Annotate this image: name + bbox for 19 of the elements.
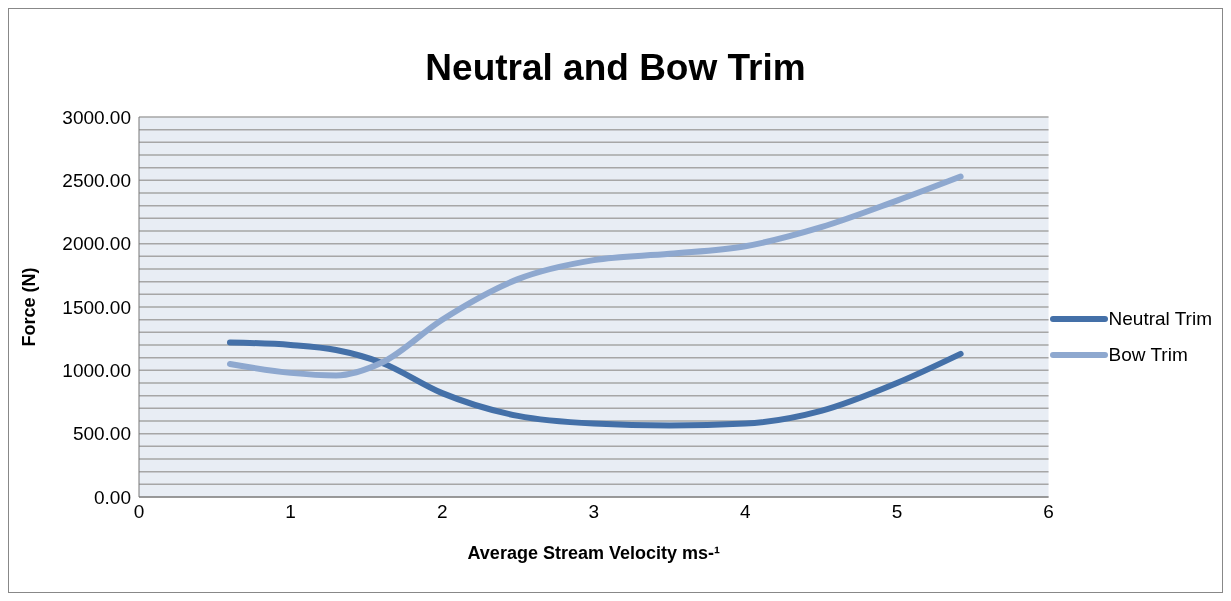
- y-tick-label: 2500.00: [62, 170, 131, 192]
- y-tick-label: 500.00: [72, 423, 131, 445]
- x-tick-label: 5: [891, 501, 903, 523]
- y-tick-label: 3000.00: [62, 106, 131, 128]
- x-tick-label: 1: [285, 501, 296, 523]
- chart-title: Neutral and Bow Trim: [424, 47, 807, 90]
- y-axis-title: Force (N): [19, 267, 40, 347]
- y-tick-label: 1000.00: [62, 360, 131, 382]
- x-tick-label: 0: [133, 501, 145, 523]
- y-tick-label: 1500.00: [62, 296, 131, 318]
- x-tick-label: 3: [588, 501, 600, 523]
- legend-label: Bow Trim: [1108, 344, 1188, 366]
- y-tick-label: 0.00: [94, 486, 131, 508]
- x-tick-label: 6: [1043, 501, 1054, 523]
- y-tick-label: 2000.00: [62, 233, 131, 255]
- x-tick-label: 2: [436, 501, 448, 523]
- x-axis-title: Average Stream Velocity ms-¹: [467, 543, 720, 563]
- legend-label: Neutral Trim: [1108, 308, 1212, 330]
- x-tick-label: 4: [740, 501, 752, 523]
